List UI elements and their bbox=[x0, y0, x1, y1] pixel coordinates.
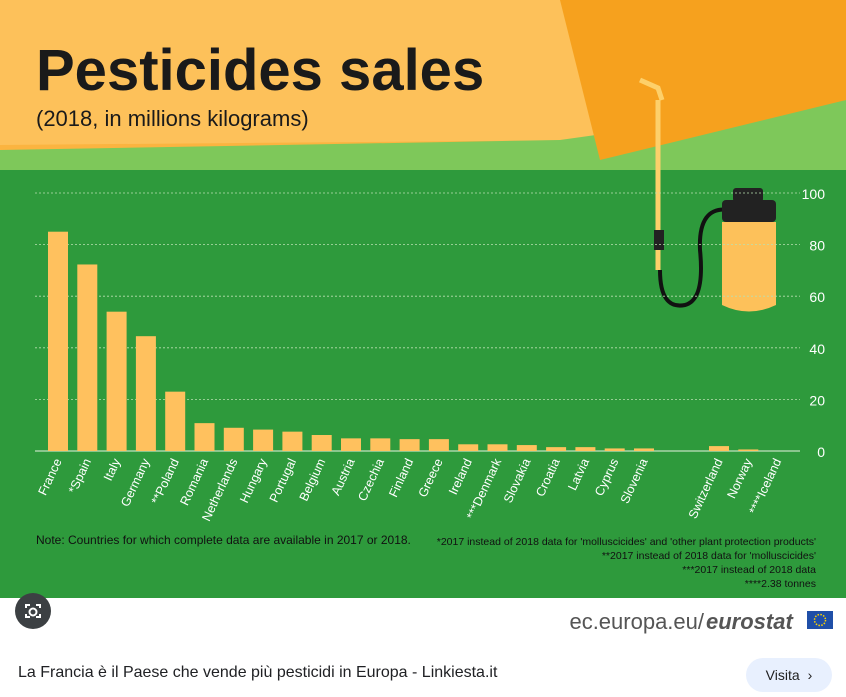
chart: Pesticides sales (2018, in millions kilo… bbox=[0, 0, 846, 634]
sprayer-icon bbox=[638, 77, 776, 312]
bar bbox=[709, 446, 729, 451]
footnote-2: **2017 instead of 2018 data for 'mollusc… bbox=[602, 550, 816, 562]
bar bbox=[634, 448, 654, 451]
lens-button[interactable] bbox=[15, 593, 51, 629]
footnote-3: ***2017 instead of 2018 data bbox=[682, 564, 816, 576]
visit-label: Visita bbox=[765, 667, 800, 683]
source-brand: eurostat bbox=[706, 609, 794, 634]
chart-subtitle: (2018, in millions kilograms) bbox=[36, 106, 309, 131]
bars-layer bbox=[48, 231, 788, 451]
bar bbox=[135, 336, 156, 451]
bar bbox=[428, 439, 449, 451]
bar bbox=[370, 438, 391, 451]
chart-title: Pesticides sales bbox=[36, 38, 484, 103]
bar bbox=[738, 449, 759, 451]
footnote-4: ****2.38 tonnes bbox=[745, 578, 816, 590]
y-tick-label: 80 bbox=[809, 238, 825, 254]
y-tick-label: 60 bbox=[809, 289, 825, 305]
bar bbox=[253, 429, 274, 451]
bar bbox=[399, 439, 420, 451]
header-light-shape bbox=[0, 0, 600, 145]
y-labels-layer: 0 20 40 60 80 100 bbox=[802, 186, 826, 460]
y-tick-label: 40 bbox=[809, 341, 825, 357]
bar bbox=[458, 444, 479, 451]
chart-note: Note: Countries for which complete data … bbox=[36, 533, 411, 547]
bar bbox=[311, 435, 332, 451]
bar bbox=[77, 264, 98, 451]
bar bbox=[48, 231, 68, 451]
lens-icon bbox=[25, 604, 41, 618]
bar bbox=[487, 444, 508, 451]
bar bbox=[223, 427, 244, 451]
y-tick-label: 20 bbox=[809, 392, 825, 408]
bar bbox=[282, 431, 303, 451]
source-url: ec.europa.eu/ bbox=[569, 609, 704, 634]
y-tick-label: 0 bbox=[817, 444, 825, 460]
bar bbox=[165, 391, 186, 451]
bar bbox=[516, 445, 537, 451]
header-dark-orange bbox=[560, 0, 846, 160]
bar bbox=[341, 438, 361, 451]
bar bbox=[106, 311, 127, 451]
bar bbox=[604, 448, 625, 451]
eu-flag-icon bbox=[807, 611, 833, 629]
visit-button[interactable]: Visita › bbox=[746, 658, 832, 692]
bar bbox=[546, 447, 567, 451]
footnote-1: *2017 instead of 2018 data for 'mollusci… bbox=[437, 536, 816, 548]
bar bbox=[194, 423, 215, 451]
chevron-right-icon: › bbox=[807, 667, 813, 683]
header-green-hill bbox=[0, 100, 846, 172]
image-caption[interactable]: La Francia è il Paese che vende più pest… bbox=[18, 664, 498, 681]
bar bbox=[575, 447, 596, 451]
y-tick-label: 100 bbox=[802, 186, 826, 202]
